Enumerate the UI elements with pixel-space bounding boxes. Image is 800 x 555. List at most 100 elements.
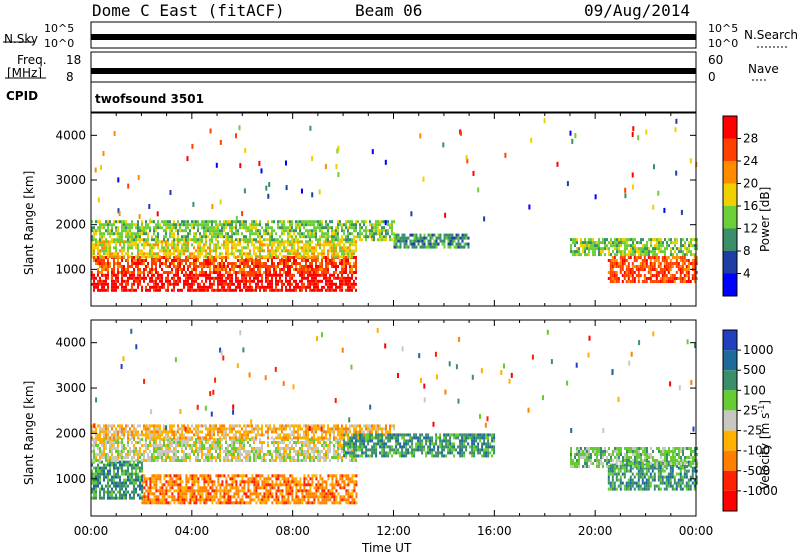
heatmap-cell <box>440 234 442 237</box>
heatmap-cell <box>670 262 672 265</box>
sparse-echo <box>241 211 243 216</box>
heatmap-cell <box>179 501 181 504</box>
heatmap-cell <box>123 473 125 476</box>
heatmap-cell <box>271 226 273 229</box>
heatmap-cell <box>175 226 177 229</box>
heatmap-cell <box>277 495 279 498</box>
heatmap-cell <box>145 256 147 259</box>
heatmap-cell <box>305 501 307 504</box>
heatmap-cell <box>173 277 175 280</box>
heatmap-cell <box>287 501 289 504</box>
heatmap-cell <box>321 280 323 283</box>
heatmap-cell <box>177 459 179 462</box>
heatmap-cell <box>165 474 167 477</box>
heatmap-cell <box>291 229 293 232</box>
heatmap-cell <box>307 243 309 246</box>
heatmap-cell <box>353 243 355 246</box>
heatmap-cell <box>203 271 205 274</box>
heatmap-cell <box>217 483 219 486</box>
heatmap-cell <box>139 497 141 500</box>
heatmap-cell <box>215 277 217 280</box>
heatmap-cell <box>113 456 115 459</box>
sparse-echo <box>530 138 532 143</box>
heatmap-cell <box>279 240 281 243</box>
heatmap-cell <box>149 489 151 492</box>
heatmap-cell <box>299 486 301 489</box>
heatmap-cell <box>173 280 175 283</box>
heatmap-cell <box>656 247 658 250</box>
heatmap-cell <box>337 238 339 241</box>
heatmap-cell <box>199 286 201 289</box>
heatmap-cell <box>317 501 319 504</box>
heatmap-cell <box>303 252 305 255</box>
heatmap-cell <box>277 483 279 486</box>
heatmap-cell <box>337 220 339 223</box>
heatmap-cell <box>229 501 231 504</box>
heatmap-cell <box>113 444 115 447</box>
heatmap-cell <box>219 483 221 486</box>
heatmap-cell <box>666 259 668 262</box>
heatmap-cell <box>217 271 219 274</box>
heatmap-cell <box>149 456 151 459</box>
sparse-echo <box>632 132 634 137</box>
heatmap-cell <box>572 253 574 256</box>
heatmap-cell <box>239 453 241 456</box>
heatmap-cell <box>229 477 231 480</box>
heatmap-cell <box>335 489 337 492</box>
heatmap-cell <box>305 249 307 252</box>
heatmap-cell <box>139 479 141 482</box>
heatmap-cell <box>133 485 135 488</box>
heatmap-cell <box>123 491 125 494</box>
heatmap-cell <box>113 497 115 500</box>
heatmap-cell <box>115 243 117 246</box>
sparse-echo <box>624 193 626 198</box>
heatmap-cell <box>377 226 379 229</box>
heatmap-cell <box>151 220 153 223</box>
heatmap-cell <box>387 229 389 232</box>
heatmap-cell <box>327 286 329 289</box>
heatmap-cell <box>207 235 209 238</box>
heatmap-cell <box>257 223 259 226</box>
heatmap-cell <box>315 286 317 289</box>
sparse-echo <box>570 131 572 136</box>
heatmap-cell <box>135 226 137 229</box>
heatmap-cell <box>137 259 139 262</box>
heatmap-cell <box>127 470 129 473</box>
heatmap-cell <box>239 265 241 268</box>
heatmap-cell <box>283 262 285 265</box>
heatmap-cell <box>612 265 614 268</box>
heatmap-cell <box>243 474 245 477</box>
heatmap-cell <box>389 238 391 241</box>
heatmap-cell <box>141 476 143 479</box>
heatmap-cell <box>121 459 123 462</box>
heatmap-cell <box>119 476 121 479</box>
heatmap-cell <box>604 241 606 244</box>
heatmap-cell <box>604 244 606 247</box>
heatmap-cell <box>325 289 327 292</box>
heatmap-cell <box>125 447 127 450</box>
heatmap-cell <box>432 237 434 240</box>
heatmap-cell <box>628 265 630 268</box>
heatmap-cell <box>195 477 197 480</box>
heatmap-cell <box>163 450 165 453</box>
heatmap-cell <box>203 232 205 235</box>
heatmap-cell <box>189 255 191 258</box>
heatmap-cell <box>247 246 249 249</box>
heatmap-cell <box>305 252 307 255</box>
heatmap-cell <box>177 498 179 501</box>
heatmap-cell <box>97 226 99 229</box>
heatmap-cell <box>219 265 221 268</box>
heatmap-cell <box>191 498 193 501</box>
heatmap-cell <box>245 280 247 283</box>
heatmap-cell <box>618 241 620 244</box>
sparse-echo <box>557 162 559 167</box>
heatmap-cell <box>305 271 307 274</box>
heatmap-cell <box>179 483 181 486</box>
heatmap-cell <box>233 265 235 268</box>
heatmap-cell <box>400 237 402 240</box>
heatmap-cell <box>197 255 199 258</box>
heatmap-cell <box>139 476 141 479</box>
heatmap-cell <box>167 274 169 277</box>
heatmap-cell <box>281 483 283 486</box>
heatmap-cell <box>241 232 243 235</box>
